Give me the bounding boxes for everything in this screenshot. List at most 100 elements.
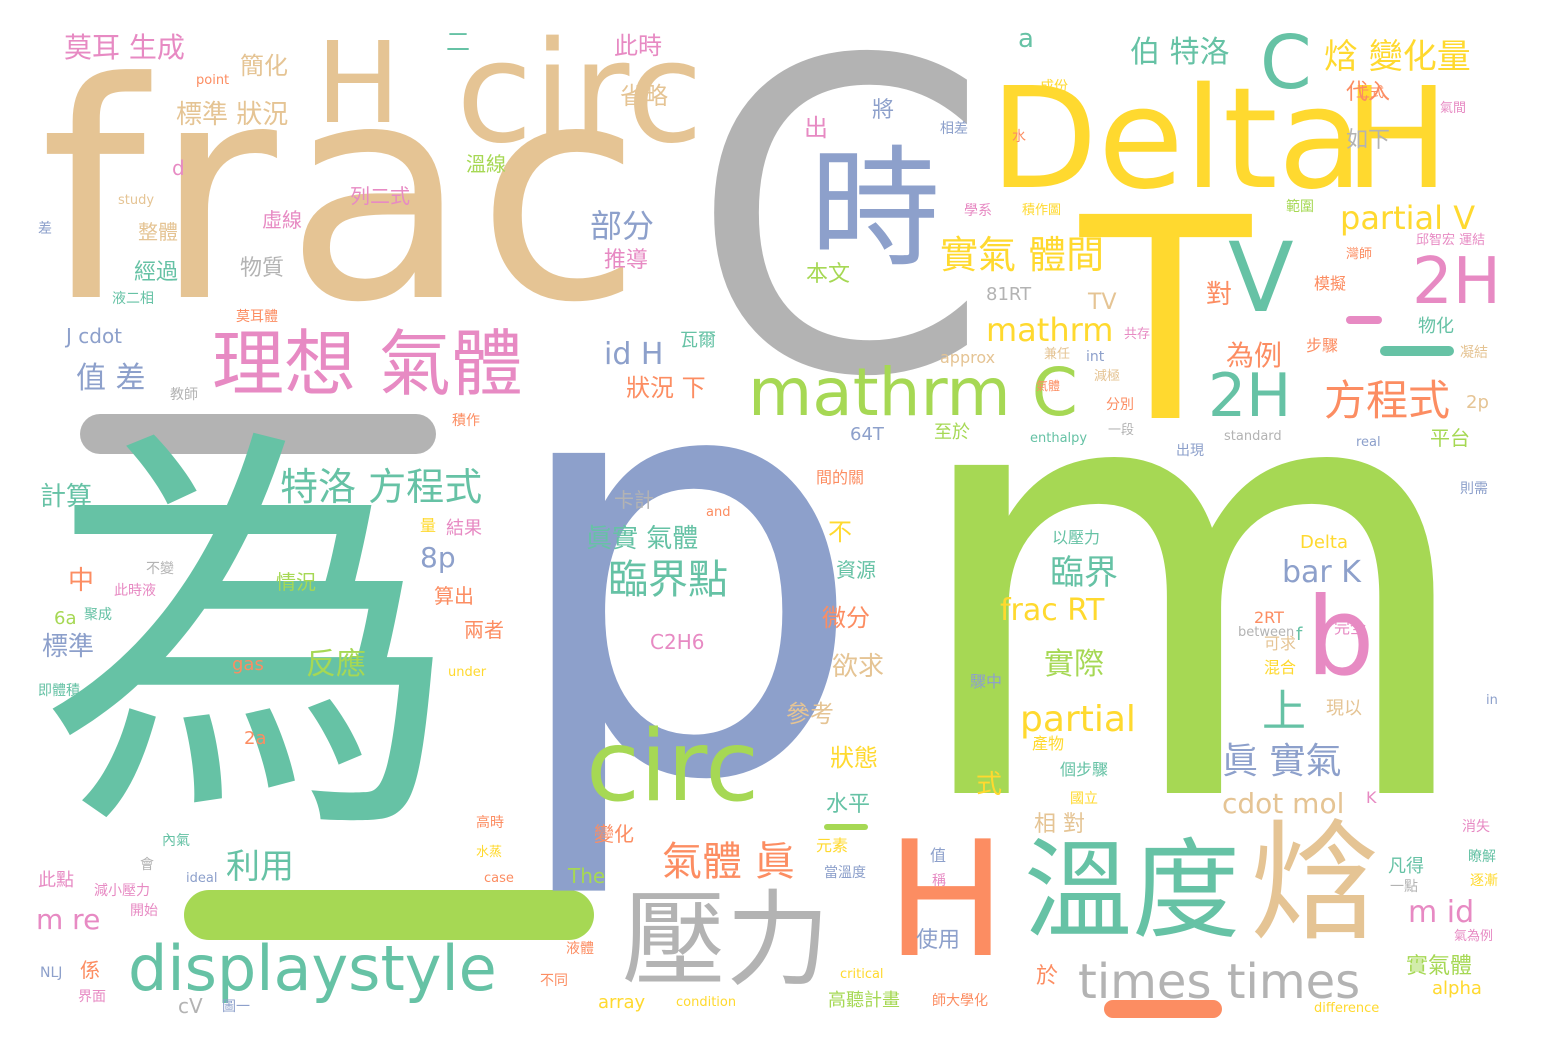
- word: approx: [940, 348, 996, 367]
- word: under: [448, 665, 487, 680]
- word: T: [1080, 159, 1252, 485]
- word: 上式: [1356, 85, 1384, 101]
- word: 一段: [1108, 423, 1135, 438]
- word: 狀態: [830, 744, 878, 772]
- word: H: [1344, 58, 1450, 221]
- word: mathrm: [986, 311, 1114, 349]
- word: times times: [1078, 954, 1361, 1010]
- word: 為: [40, 397, 460, 886]
- word: 微分: [822, 604, 870, 632]
- word: 實氣體: [1406, 954, 1473, 979]
- word: 則需: [1460, 481, 1488, 497]
- word: 物化: [1418, 316, 1454, 337]
- word: 相差: [940, 121, 968, 137]
- word: 焓 變化量: [1324, 37, 1471, 77]
- word: 消失: [1462, 819, 1490, 835]
- word: 兩者: [464, 618, 504, 642]
- word: 此時液: [114, 583, 156, 599]
- word: 步驟: [1306, 336, 1339, 355]
- word: 2H: [1208, 361, 1292, 431]
- word: 完全: [1334, 618, 1367, 637]
- word: 標準 狀況: [176, 100, 289, 130]
- word: 液體: [566, 941, 594, 957]
- word: 高時: [476, 815, 504, 831]
- word: case: [484, 871, 514, 886]
- word: int: [1086, 349, 1105, 365]
- word: 2H: [1412, 245, 1501, 319]
- word: id H: [604, 337, 664, 372]
- word: 當溫度: [824, 865, 866, 881]
- word: 界面: [78, 989, 106, 1005]
- word: 水平: [826, 792, 871, 817]
- word: 溫線: [466, 152, 506, 176]
- word: 2a: [244, 728, 267, 749]
- dash-lime-small: [824, 824, 868, 830]
- word: 代入: [1346, 80, 1391, 105]
- word: K: [1366, 788, 1377, 807]
- word: array: [598, 992, 646, 1013]
- word: H: [316, 19, 401, 149]
- word: 值: [930, 846, 947, 865]
- word: in: [1486, 693, 1498, 708]
- word: Delta: [1300, 532, 1349, 553]
- word: frac RT: [1000, 593, 1105, 628]
- word: V: [1228, 222, 1294, 334]
- word: 列二式: [350, 184, 410, 208]
- word: 積作圖: [1022, 203, 1062, 218]
- word: 省略: [620, 82, 668, 110]
- word: 於: [1036, 964, 1059, 989]
- dash-lime: [184, 890, 594, 940]
- word: 將: [872, 98, 895, 123]
- word: 液二相: [112, 291, 154, 307]
- word: 焓: [1250, 807, 1381, 959]
- word: 氣為例: [1454, 929, 1494, 944]
- word: 即體積: [38, 683, 80, 699]
- word: 會: [140, 857, 154, 873]
- word: 欲求: [832, 652, 885, 682]
- word: 伯 特洛: [1130, 35, 1230, 70]
- word: 量: [420, 516, 437, 535]
- word: 出現: [1176, 443, 1204, 459]
- word: 2p: [1466, 392, 1489, 413]
- word: 理想 氣體: [212, 322, 523, 406]
- word: gas: [232, 654, 264, 675]
- word: C2H6: [650, 630, 705, 654]
- word: 變化: [594, 822, 634, 846]
- word: 上: [1262, 686, 1306, 737]
- word: 灣師: [1346, 247, 1373, 262]
- word: difference: [1314, 1001, 1380, 1016]
- word: 師大學化: [932, 993, 988, 1009]
- word: partial: [1020, 699, 1136, 740]
- word: 凡得: [1388, 856, 1424, 877]
- word: 間的關: [816, 468, 865, 487]
- dash-orange: [1104, 1000, 1222, 1018]
- word: 瓦爾: [680, 330, 716, 351]
- word: 經過: [134, 260, 179, 285]
- word: ideal: [186, 871, 218, 886]
- word: 計算: [40, 482, 93, 512]
- word: 對: [1206, 280, 1233, 310]
- word: 值 差: [76, 361, 146, 396]
- word: 內氣: [162, 833, 190, 849]
- word: 兼任: [1044, 347, 1071, 362]
- dash-pink: [1346, 316, 1382, 324]
- word: 圖一: [222, 999, 250, 1015]
- word: 推導: [604, 248, 649, 273]
- word: f: [1296, 624, 1303, 645]
- word: Delta: [990, 58, 1364, 221]
- word: 利用: [226, 847, 294, 887]
- word: 凝結: [1460, 345, 1488, 361]
- word: 現以: [1326, 698, 1362, 719]
- word: bar K: [1282, 555, 1361, 590]
- word: 莫耳體: [236, 309, 278, 325]
- word: C: [690, 0, 991, 471]
- word: 本文: [806, 262, 851, 287]
- word: 溫度: [1024, 829, 1241, 954]
- word: 特洛 方程式: [280, 465, 483, 509]
- word: study: [118, 193, 155, 208]
- word: 結果: [446, 518, 482, 539]
- word: 逐漸: [1470, 873, 1498, 889]
- word: 反應: [306, 647, 366, 682]
- word: 一點: [1390, 879, 1418, 895]
- word: circ: [586, 710, 760, 824]
